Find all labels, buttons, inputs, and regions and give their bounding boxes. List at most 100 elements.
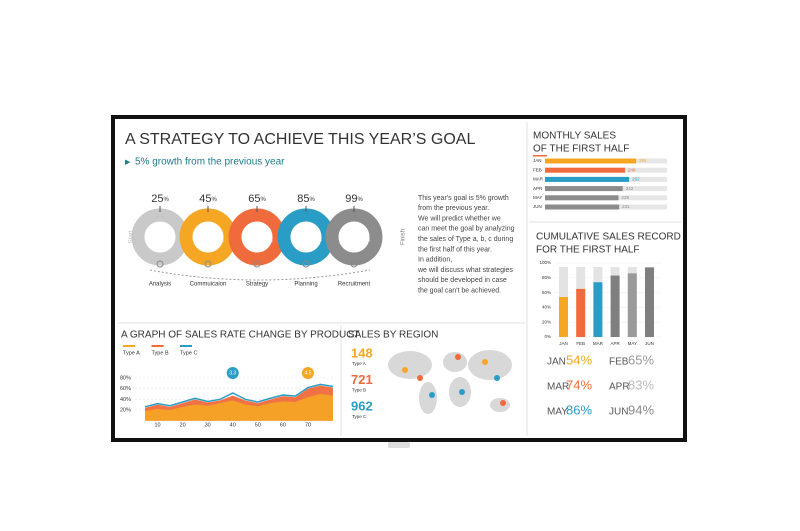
region-label: Type B [352, 388, 366, 393]
category-label: APR [533, 186, 543, 191]
description-line: the sales of Type a, b, c during [418, 236, 513, 243]
value-label: 284 [639, 158, 647, 163]
percent-value: 25 [151, 193, 163, 205]
bar [545, 204, 620, 210]
chart-title: A GRAPH OF SALES RATE CHANGE BY PRODUCT [121, 330, 360, 341]
x-tick-label: MAR [593, 341, 604, 346]
annotation-bubble [301, 367, 314, 379]
description-line: This year's goal is 5% growth [418, 195, 509, 202]
chart-title: OF THE FIRST HALF [533, 144, 629, 155]
stat-value: 74% [566, 377, 592, 392]
bar [627, 273, 637, 337]
step-label: Analysis [149, 282, 171, 288]
stat-value: 83% [628, 377, 654, 392]
step-percent: 65% [248, 193, 266, 205]
section-title: SALES BY REGION [348, 330, 438, 341]
step-label: Planning [294, 282, 317, 288]
step-label: Commuicaion [190, 282, 227, 288]
region-value: 721 [351, 372, 373, 387]
stat-month: JUN [609, 407, 628, 418]
description-line: can meet the goal by analyzing [418, 226, 515, 233]
step-percent: 25% [151, 193, 169, 205]
step-label: Recruitment [338, 282, 371, 288]
series-line [144, 383, 334, 408]
x-tick-label: JAN [559, 341, 568, 346]
icon [302, 260, 310, 268]
value-label: 229 [622, 195, 630, 200]
category-label: MAR [533, 177, 544, 182]
y-tick-label: 0% [544, 334, 551, 339]
category-label: JAN [533, 158, 542, 163]
stat-month: JAN [547, 357, 566, 368]
stand [388, 442, 410, 448]
bar [545, 195, 619, 201]
legend-label: Type A [123, 350, 140, 356]
dashed-arc [149, 269, 371, 281]
stat-month: APR [609, 382, 630, 393]
chart-title: MONTHLY SALES [533, 131, 616, 142]
step-percent: 85% [297, 193, 315, 205]
bar [545, 186, 623, 192]
percent-value: 45 [199, 193, 211, 205]
legend-label: Type C [180, 350, 197, 356]
bar [576, 288, 586, 337]
option-label: Option 03 [294, 238, 322, 244]
x-tick-label: 50 [255, 422, 261, 428]
percent-sign: % [260, 197, 266, 203]
stat-value: 65% [628, 352, 654, 367]
y-tick-label: 20% [120, 407, 131, 413]
percent-sign: % [163, 197, 169, 203]
series-area [145, 394, 333, 421]
annotation-label: 3.3 [229, 370, 236, 376]
description-line: from the previous year. [418, 205, 489, 212]
bar [545, 176, 630, 182]
annotation-label: 4.5 [304, 370, 311, 376]
step-label: Strategy [246, 282, 268, 288]
x-tick-label: FEB [576, 341, 585, 346]
stat-value: 86% [566, 402, 592, 417]
x-tick-label: 20 [180, 422, 186, 428]
region-value: 962 [351, 398, 373, 413]
stat-month: MAY [547, 407, 568, 418]
stat-month: MAR [547, 382, 569, 393]
description-line: we will discuss what strategies [417, 267, 513, 274]
percent-sign: % [309, 197, 315, 203]
icon [253, 260, 261, 268]
category-label: JUN [533, 204, 542, 209]
stat-value: 94% [628, 402, 654, 417]
x-tick-label: APR [610, 341, 620, 346]
percent-value: 65 [248, 193, 260, 205]
y-tick-label: 60% [120, 386, 131, 392]
percent-sign: % [357, 197, 363, 203]
bullet: ▶ [125, 159, 131, 166]
accent [533, 155, 547, 157]
subtitle: 5% growth from the previous year [135, 157, 285, 168]
chart-title: FOR THE FIRST HALF [536, 245, 640, 256]
step-percent: 45% [199, 193, 217, 205]
x-tick-label: 60 [280, 422, 286, 428]
category-label: FEB [533, 167, 542, 172]
bar [559, 297, 568, 337]
region-value: 148 [351, 345, 373, 360]
x-tick-label: 30 [205, 422, 211, 428]
value-label: 262 [632, 177, 640, 182]
description-line: should be developed in case [418, 277, 507, 284]
description-line: the first half of this year. [418, 246, 492, 253]
x-tick-label: JUN [645, 341, 654, 346]
percent-value: 99 [345, 193, 357, 205]
region-label: Type C [352, 414, 367, 419]
icon [156, 260, 164, 268]
y-tick-label: 80% [542, 275, 551, 280]
step-percent: 99% [345, 193, 363, 205]
world-map [388, 350, 512, 414]
y-tick-label: 100% [539, 260, 551, 265]
y-tick-label: 40% [542, 305, 551, 310]
description-line: In addition, [418, 257, 452, 264]
bar [545, 158, 637, 164]
percent-value: 85 [297, 193, 309, 205]
icon [204, 260, 212, 268]
finish: Finish [401, 229, 407, 245]
ring [325, 208, 383, 266]
